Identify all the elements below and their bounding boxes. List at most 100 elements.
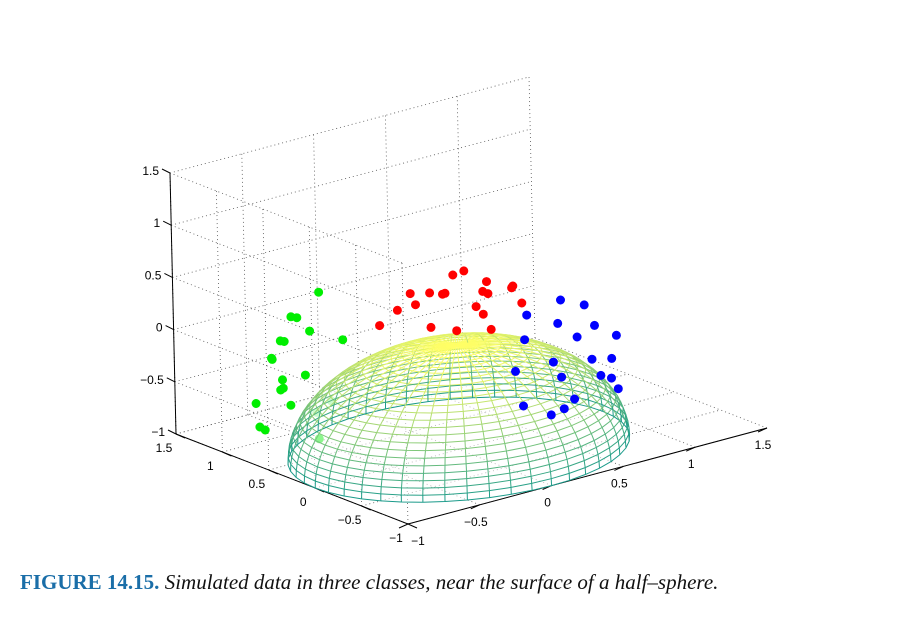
surface-meridian-line bbox=[463, 425, 466, 434]
surface-patch bbox=[385, 449, 407, 458]
surface-meridian-line bbox=[380, 358, 392, 364]
surface-meridian-line bbox=[463, 346, 472, 351]
surface-meridian-line bbox=[520, 352, 531, 356]
surface-patch bbox=[477, 400, 495, 410]
surface-patch bbox=[594, 434, 608, 448]
surface-meridian-line bbox=[302, 404, 309, 412]
surface-meridian-line bbox=[462, 339, 470, 343]
surface-meridian-line bbox=[344, 474, 347, 483]
data-point-series-3 bbox=[275, 336, 285, 346]
surface-meridian-line bbox=[587, 426, 592, 434]
surface-meridian-line bbox=[507, 458, 510, 466]
y-tick-label: 1.5 bbox=[156, 441, 173, 455]
surface-meridian-line bbox=[504, 397, 510, 405]
surface-meridian-line bbox=[477, 346, 488, 349]
surface-meridian-line bbox=[485, 453, 488, 462]
surface-meridian-line bbox=[537, 344, 548, 348]
surface-meridian-line bbox=[567, 356, 577, 361]
surface-patch bbox=[303, 435, 316, 448]
y-tick-mark bbox=[175, 433, 186, 439]
surface-meridian-line bbox=[417, 378, 423, 386]
surface-meridian-line bbox=[355, 396, 363, 404]
surface-meridian-line bbox=[612, 389, 618, 396]
surface-meridian-line bbox=[547, 457, 550, 465]
surface-meridian-line bbox=[334, 405, 342, 413]
surface-patch bbox=[596, 385, 610, 397]
surface-meridian-line bbox=[505, 450, 509, 459]
surface-meridian-line bbox=[442, 367, 446, 374]
surface-meridian-line bbox=[306, 424, 309, 431]
surface-meridian-line bbox=[405, 442, 409, 451]
surface-meridian-line bbox=[470, 349, 479, 354]
surface-meridian-line bbox=[515, 336, 522, 340]
surface-meridian-line bbox=[540, 403, 546, 411]
surface-meridian-line bbox=[439, 335, 444, 338]
surface-patch bbox=[368, 447, 388, 457]
z-tick-mark bbox=[162, 220, 172, 226]
surface-patch bbox=[549, 459, 569, 472]
surface-meridian-line bbox=[463, 336, 468, 340]
y-tick-label: −1 bbox=[389, 531, 403, 545]
surface-meridian-line bbox=[562, 411, 568, 420]
surface-patch bbox=[550, 466, 570, 479]
surface-meridian-line bbox=[356, 359, 365, 364]
surface-meridian-line bbox=[587, 393, 590, 401]
data-point-series-3 bbox=[276, 385, 286, 395]
surface-meridian-line bbox=[401, 480, 403, 488]
surface-meridian-line bbox=[342, 366, 350, 373]
surface-patch bbox=[552, 353, 571, 361]
surface-meridian-line bbox=[529, 469, 532, 477]
data-point-series-2 bbox=[546, 410, 556, 420]
surface-meridian-line bbox=[464, 334, 467, 338]
grid-line bbox=[173, 233, 533, 330]
surface-meridian-line bbox=[334, 395, 343, 402]
surface-patch bbox=[590, 374, 605, 385]
surface-meridian-line bbox=[408, 342, 416, 345]
surface-meridian-line bbox=[446, 340, 452, 344]
surface-meridian-line bbox=[457, 352, 459, 358]
z-tick-label: −1 bbox=[151, 425, 165, 439]
surface-meridian-line bbox=[508, 336, 513, 340]
surface-meridian-line bbox=[517, 394, 524, 402]
grid-line bbox=[169, 76, 530, 174]
surface-meridian-line bbox=[504, 335, 509, 338]
grid-line bbox=[171, 128, 531, 226]
surface-patch bbox=[466, 468, 489, 479]
surface-meridian-line bbox=[375, 401, 382, 409]
surface-meridian-line bbox=[379, 417, 385, 426]
surface-patch bbox=[566, 372, 584, 382]
surface-meridian-line bbox=[400, 343, 409, 346]
surface-meridian-line bbox=[624, 441, 627, 448]
surface-meridian-line bbox=[307, 428, 313, 436]
surface-meridian-line bbox=[491, 366, 499, 373]
surface-meridian-line bbox=[547, 346, 557, 351]
surface-meridian-line bbox=[394, 348, 405, 352]
surface-patch bbox=[381, 472, 403, 481]
surface-patch bbox=[304, 469, 317, 482]
surface-meridian-line bbox=[311, 409, 318, 417]
surface-meridian-line bbox=[349, 383, 359, 390]
surface-meridian-line bbox=[421, 391, 426, 399]
surface-meridian-line bbox=[526, 454, 530, 463]
surface-meridian-line bbox=[429, 412, 433, 421]
surface-meridian-line bbox=[431, 361, 437, 368]
surface-meridian-line bbox=[564, 383, 572, 391]
surface-patch bbox=[320, 398, 336, 411]
surface-meridian-line bbox=[293, 423, 298, 432]
surface-meridian-line bbox=[363, 369, 373, 376]
surface-patch bbox=[463, 409, 481, 419]
surface-meridian-line bbox=[537, 361, 547, 367]
surface-patch bbox=[315, 474, 330, 486]
surface-meridian-line bbox=[477, 352, 486, 358]
data-point-series-1 bbox=[517, 298, 527, 308]
surface-meridian-line bbox=[412, 349, 424, 354]
surface-meridian-line bbox=[448, 348, 453, 354]
surface-meridian-line bbox=[332, 423, 339, 431]
surface-meridian-line bbox=[464, 340, 474, 344]
surface-meridian-line bbox=[502, 435, 506, 444]
surface-meridian-line bbox=[481, 337, 491, 340]
surface-patch bbox=[301, 442, 312, 455]
surface-meridian-line bbox=[533, 372, 536, 380]
surface-meridian-line bbox=[491, 360, 500, 366]
surface-patch bbox=[422, 487, 445, 496]
